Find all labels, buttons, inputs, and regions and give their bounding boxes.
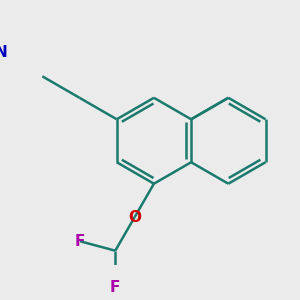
Text: F: F	[110, 280, 121, 295]
Text: F: F	[75, 234, 85, 249]
Text: O: O	[128, 210, 141, 225]
Text: N: N	[0, 45, 8, 60]
